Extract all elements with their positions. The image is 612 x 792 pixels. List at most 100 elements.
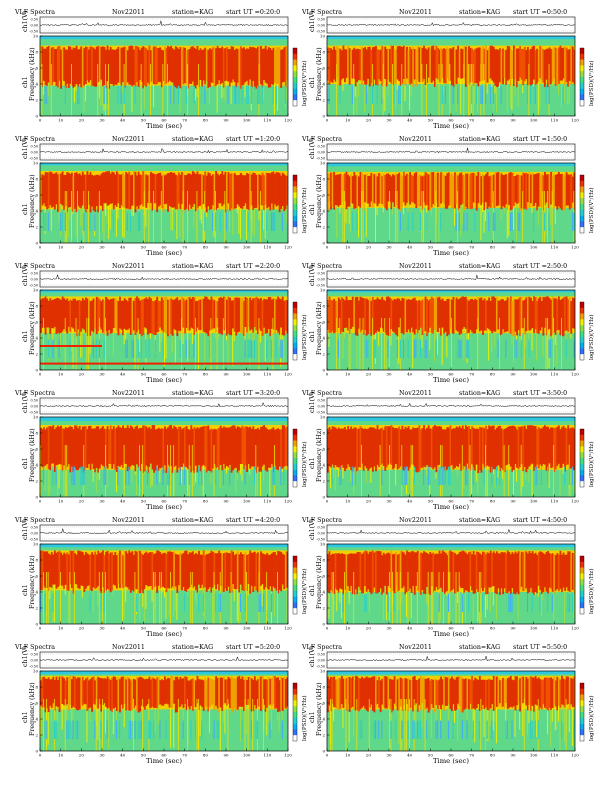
spectrogram-column — [233, 678, 236, 709]
colorbar-segment — [580, 319, 584, 326]
spectrogram-column — [270, 172, 273, 204]
spectrogram-column — [438, 550, 441, 590]
colorbar-segment — [580, 325, 584, 332]
spectrogram-column — [63, 175, 66, 210]
spectrogram-streak — [463, 327, 465, 362]
colorbar-segment — [580, 48, 584, 54]
spectrogram-streak — [286, 205, 288, 223]
spectrogram-noise — [399, 212, 401, 231]
spectrogram-column — [421, 47, 424, 82]
spectrogram-streak — [171, 207, 173, 231]
spectrogram-column — [270, 49, 273, 85]
spectrogram-sferic — [252, 699, 254, 751]
spectrogram-column — [47, 677, 50, 713]
spectrogram-sferic — [483, 64, 485, 116]
spectrogram-column — [55, 298, 58, 335]
spectrogram-noise — [195, 720, 197, 739]
colorbar-segment — [580, 596, 584, 603]
spectrogram-column — [117, 46, 120, 83]
spectra-panel: VLF Spectra Nov22011 station=KAG start UT =… — [301, 517, 595, 638]
spectrogram-column — [399, 46, 402, 86]
x-tick-label: 50 — [141, 372, 147, 377]
spectrogram-column — [350, 300, 353, 329]
spectrogram-column — [545, 677, 548, 709]
spectrogram-streak — [392, 202, 394, 215]
spectrogram-column — [105, 428, 107, 467]
spectrogram-column — [255, 680, 258, 709]
spectrogram-column — [458, 298, 461, 336]
spectrogram-column — [269, 554, 272, 587]
spectrogram-noise — [218, 593, 220, 612]
colorbar-segment — [580, 94, 584, 101]
spectrogram-column — [359, 426, 362, 468]
colorbar-segment — [293, 585, 297, 591]
spectrogram-sferic — [154, 572, 156, 624]
spectrogram-column — [353, 172, 356, 209]
spectrogram-cutoff-band — [40, 290, 288, 293]
x-axis-label: Time (sec) — [433, 376, 469, 384]
spectrogram-streak — [559, 707, 561, 751]
spectrogram-column — [204, 47, 207, 85]
colorbar-segment — [293, 579, 297, 586]
spectrogram-column — [334, 553, 337, 589]
spectrogram-column — [340, 428, 343, 466]
spectrogram-column — [513, 680, 515, 707]
spectrogram-column — [187, 173, 190, 211]
x-tick-label: 60 — [161, 626, 167, 631]
colorbar-segment — [293, 694, 297, 701]
spectrogram-column — [393, 428, 396, 468]
spectrogram-column — [201, 50, 204, 87]
spectrogram-noise — [177, 85, 180, 104]
spectrogram-noise — [83, 212, 85, 231]
spectrogram-column — [554, 298, 557, 335]
spectrogram-streak — [531, 705, 533, 731]
colorbar-segment — [580, 446, 584, 453]
spectrogram-column — [486, 300, 489, 328]
spectrogram-column — [526, 553, 529, 594]
spectrogram-column — [333, 172, 336, 210]
spectrogram-streak — [410, 592, 412, 619]
spectrogram-column — [427, 47, 430, 78]
spectrogram-streak — [157, 705, 159, 725]
spectrogram-column — [167, 427, 169, 465]
spectrogram-streak — [164, 332, 165, 367]
spectrogram-streak — [283, 335, 285, 366]
spectrogram-column — [236, 551, 239, 589]
spectrogram-column — [208, 552, 211, 588]
spectrogram-column — [389, 553, 391, 589]
spectrogram-streak — [277, 712, 279, 721]
spectrogram-column — [461, 425, 464, 470]
spectrogram-column — [46, 172, 49, 210]
spectrogram-column — [334, 49, 337, 82]
spectrogram-column — [420, 301, 422, 328]
spectrogram-column — [517, 679, 520, 704]
spectrogram-column — [198, 550, 200, 585]
spectrogram-noise — [463, 212, 465, 231]
spectrogram-column — [235, 48, 238, 88]
spectrogram-column — [497, 426, 500, 466]
spectrogram-column — [477, 680, 480, 705]
spectrogram-column — [328, 174, 331, 202]
spectrogram-sferic — [88, 318, 89, 370]
spectrogram-sferic — [133, 699, 134, 751]
spectrogram-column — [368, 297, 371, 334]
waveform-trace — [39, 656, 289, 662]
spectrogram-streak — [83, 85, 85, 113]
panel-start-time: start UT =3:50:0 — [513, 390, 567, 397]
spectrogram-column — [229, 49, 231, 87]
spectrogram-column — [528, 49, 531, 85]
x-tick-label: 90 — [510, 118, 516, 123]
spectrogram-sferic — [123, 445, 125, 497]
spectrogram-column — [89, 554, 92, 591]
panel-title: VLF Spectra — [14, 644, 55, 651]
spectrogram-column — [154, 553, 157, 587]
colorbar-segment — [580, 688, 584, 695]
spectrogram-noise — [247, 212, 249, 231]
x-tick-label: 80 — [490, 245, 496, 250]
spectrogram-streak — [333, 209, 335, 213]
spectrogram-streak — [212, 587, 213, 623]
x-tick-label: 80 — [490, 499, 496, 504]
spectrogram-column — [542, 679, 545, 705]
spectrogram-column — [485, 45, 487, 87]
spectrogram-column — [249, 677, 252, 710]
